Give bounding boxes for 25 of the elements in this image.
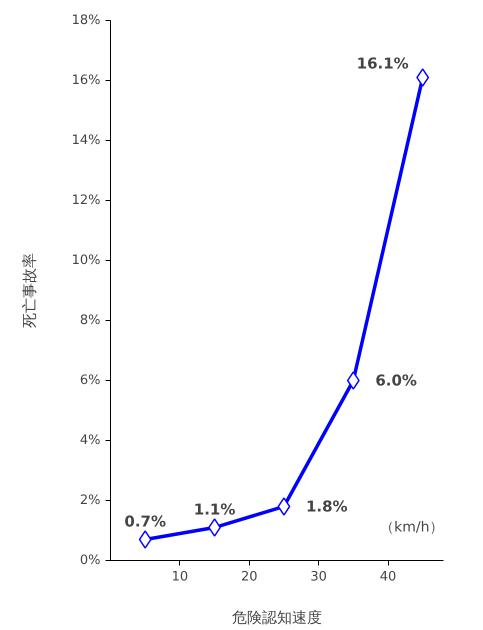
point — [416, 68, 430, 87]
y-tick-label: 10% — [72, 253, 101, 268]
y-tick-label: 4% — [80, 433, 100, 448]
x-axis-title: 危険認知速度 — [232, 608, 322, 626]
data-label: 1.8% — [306, 498, 348, 516]
point — [138, 530, 152, 549]
y-tick-label: 16% — [72, 73, 101, 88]
x-tick-label: 40 — [380, 570, 396, 584]
x-tick-label: 20 — [240, 570, 258, 584]
y-tick-label: 8% — [80, 313, 100, 328]
y-tick-label: 0% — [80, 553, 100, 568]
y-axis-title: 死亡事故率 — [20, 253, 39, 328]
data-label: 0.7% — [124, 512, 166, 530]
point — [346, 371, 360, 390]
x-tick-label: 30 — [310, 570, 327, 584]
data-label: 6.0% — [375, 372, 417, 390]
data-label: 16.1% — [356, 54, 409, 72]
y-tick-label: 12% — [72, 193, 101, 208]
annotation: （km/h） — [380, 520, 444, 536]
y-tick-label: 6% — [80, 373, 100, 388]
data-label: 1.1% — [194, 500, 236, 518]
x-tick-label: 10 — [172, 570, 188, 584]
y-tick-label: 14% — [72, 133, 101, 148]
y-tick-label: 18% — [72, 13, 101, 28]
y-tick-label: 2% — [80, 493, 100, 508]
